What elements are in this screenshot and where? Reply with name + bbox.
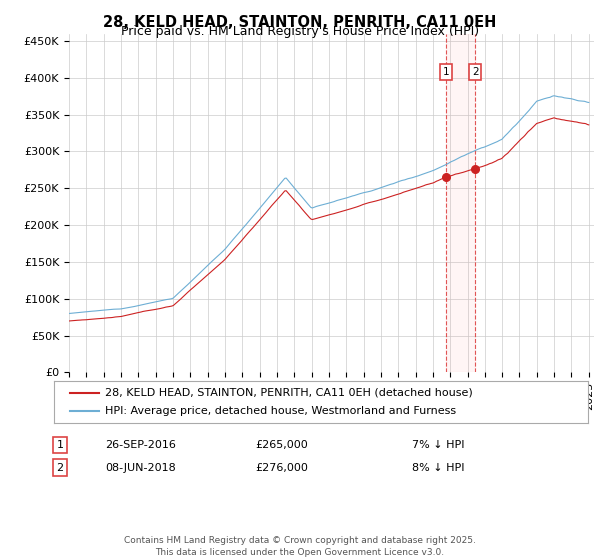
Text: Price paid vs. HM Land Registry's House Price Index (HPI): Price paid vs. HM Land Registry's House … [121,25,479,38]
Text: £276,000: £276,000 [256,463,308,473]
Text: 26-SEP-2016: 26-SEP-2016 [105,440,176,450]
Text: 08-JUN-2018: 08-JUN-2018 [105,463,176,473]
Text: 7% ↓ HPI: 7% ↓ HPI [412,440,464,450]
Text: 28, KELD HEAD, STAINTON, PENRITH, CA11 0EH: 28, KELD HEAD, STAINTON, PENRITH, CA11 0… [103,15,497,30]
Text: 8% ↓ HPI: 8% ↓ HPI [412,463,464,473]
Text: £265,000: £265,000 [256,440,308,450]
Text: 1: 1 [443,67,449,77]
Text: Contains HM Land Registry data © Crown copyright and database right 2025.
This d: Contains HM Land Registry data © Crown c… [124,536,476,557]
Text: 2: 2 [56,463,64,473]
Text: 28, KELD HEAD, STAINTON, PENRITH, CA11 0EH (detached house): 28, KELD HEAD, STAINTON, PENRITH, CA11 0… [105,388,472,398]
Text: 2: 2 [472,67,478,77]
Text: 1: 1 [56,440,64,450]
Bar [446,34,475,372]
Text: HPI: Average price, detached house, Westmorland and Furness: HPI: Average price, detached house, West… [105,406,456,416]
